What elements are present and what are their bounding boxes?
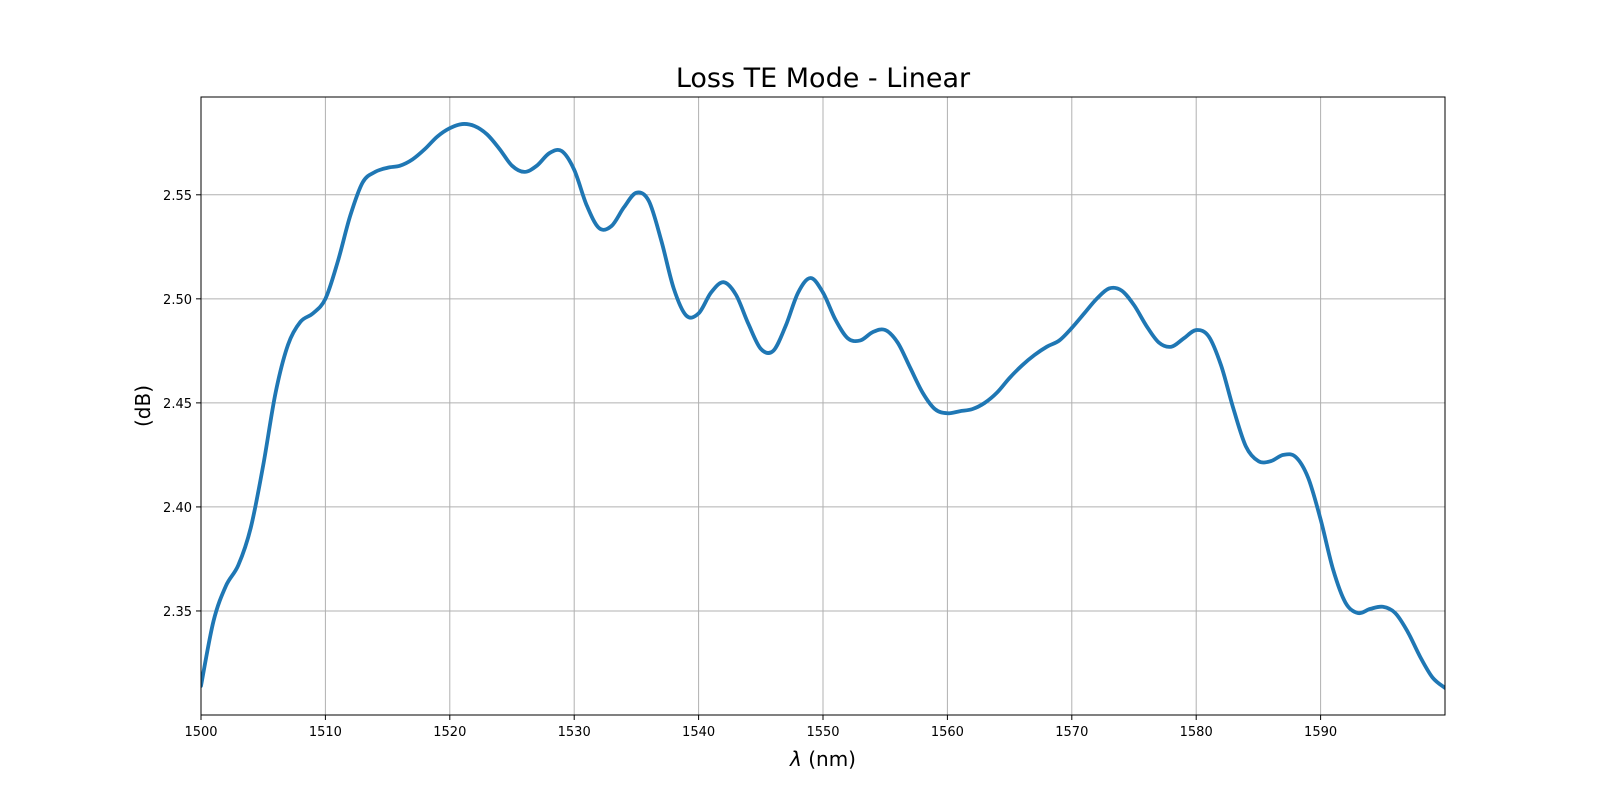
x-tick-label: 1530 bbox=[558, 725, 591, 740]
grid bbox=[200, 97, 1445, 715]
chart-title: Loss TE Mode - Linear bbox=[676, 63, 971, 94]
x-tick-label: 1550 bbox=[806, 725, 839, 740]
y-axis-label: (dB) bbox=[131, 385, 155, 427]
series-layer bbox=[201, 122, 1445, 690]
y-tick-label: 2.40 bbox=[163, 501, 192, 516]
x-tick-label: 1580 bbox=[1180, 725, 1213, 740]
x-tick-label: 1510 bbox=[309, 725, 342, 740]
y-tick-label: 2.50 bbox=[163, 293, 192, 308]
ticks: 1500 1510 1520 1530 1540 1550 1560 1570 1580 1590… bbox=[163, 189, 1337, 740]
x-tick-label: 1540 bbox=[682, 725, 715, 740]
y-tick-label: 2.35 bbox=[163, 605, 192, 620]
x-tick-label: 1520 bbox=[433, 725, 466, 740]
x-tick-label: 1590 bbox=[1304, 725, 1337, 740]
x-axis-label: λ (nm) bbox=[789, 747, 856, 771]
y-tick-label: 2.45 bbox=[163, 397, 192, 412]
x-tick-label: 1570 bbox=[1055, 725, 1088, 740]
x-tick-label: 1500 bbox=[184, 725, 217, 740]
series-line-0 bbox=[201, 122, 1445, 690]
y-tick-label: 2.55 bbox=[163, 189, 192, 204]
x-tick-label: 1560 bbox=[931, 725, 964, 740]
